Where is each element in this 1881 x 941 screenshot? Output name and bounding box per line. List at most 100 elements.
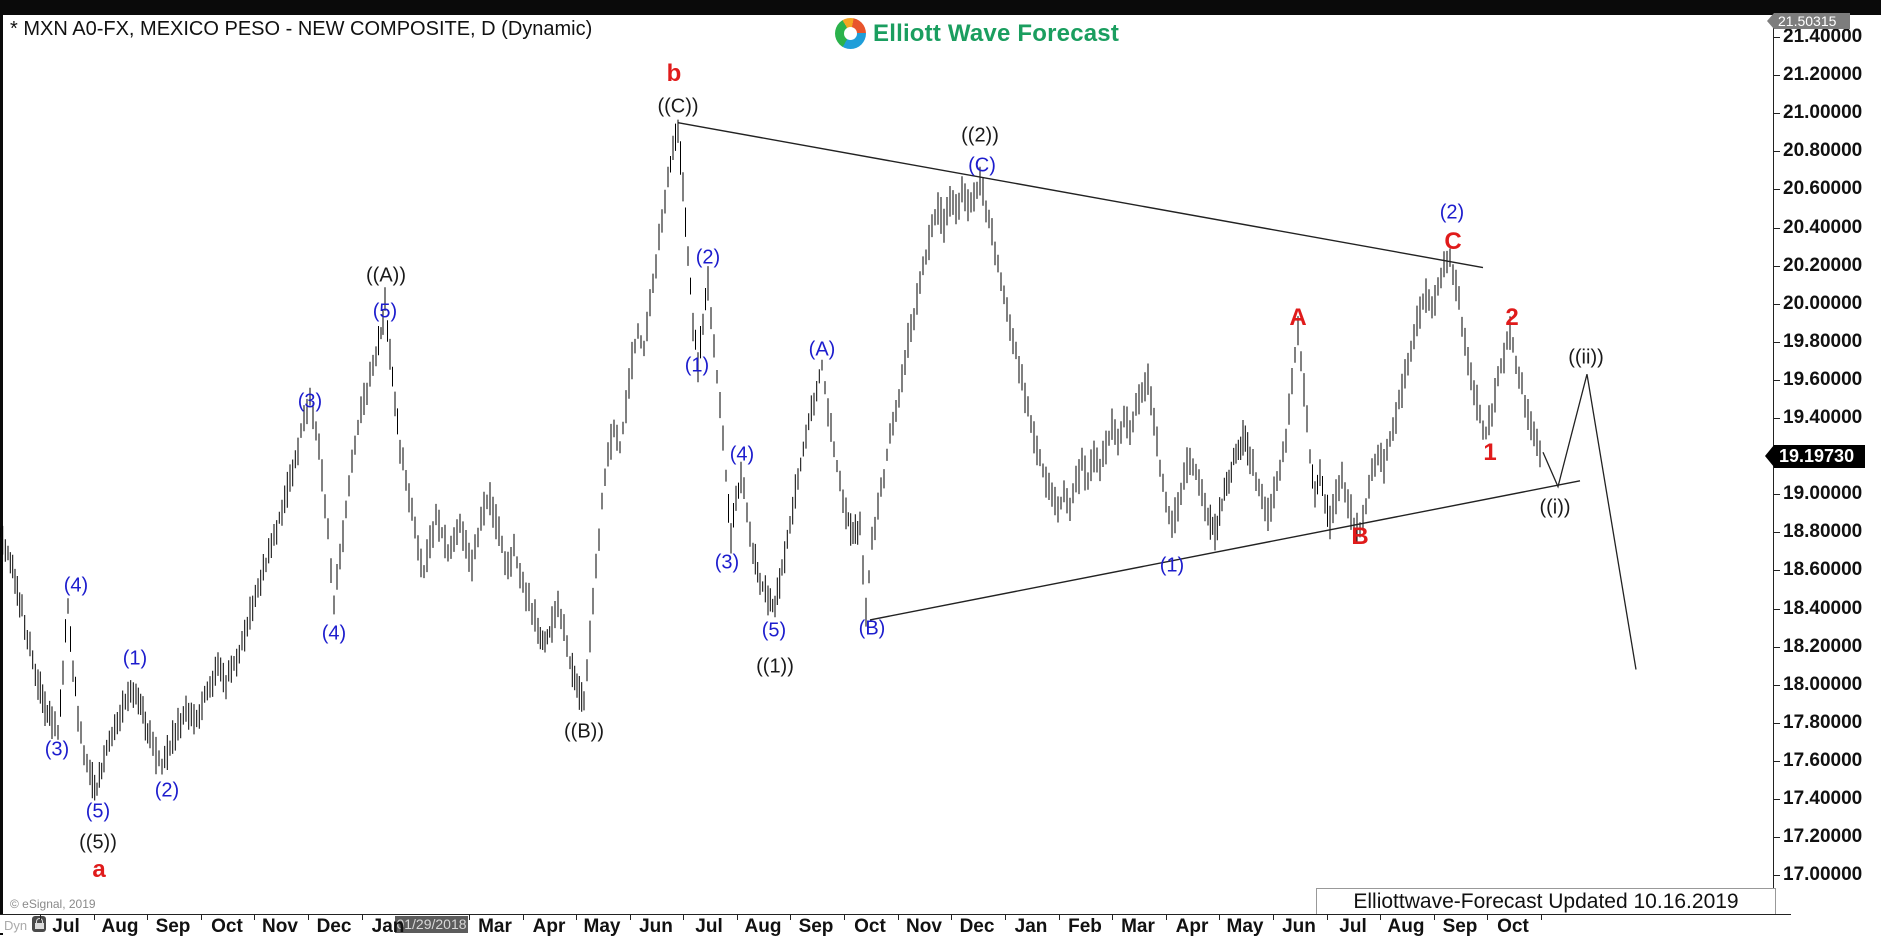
month-tick <box>1487 914 1488 920</box>
price-tick-label: 20.80000 <box>1783 140 1863 162</box>
wave-label-3: (3) <box>297 390 323 413</box>
wave-label-A: ((A)) <box>366 264 406 287</box>
month-tick <box>308 914 309 920</box>
month-label-jul: Jul <box>1339 916 1367 937</box>
logo-swirl-icon <box>835 18 866 49</box>
month-label-aug: Aug <box>101 916 139 937</box>
wave-label-1: ((1)) <box>756 655 794 678</box>
month-tick <box>523 914 524 920</box>
wave-label-1: (1) <box>122 647 148 670</box>
date-marker-box: 01/29/2018 <box>395 916 468 933</box>
price-tick-mark <box>1773 760 1780 762</box>
month-tick <box>1166 914 1167 920</box>
wave-label-B: (B) <box>858 617 886 640</box>
price-tick-mark <box>1773 113 1780 115</box>
price-tick-label: 20.20000 <box>1783 254 1863 276</box>
wave-label-4: (4) <box>63 574 89 597</box>
wave-label-1: (1) <box>684 354 710 377</box>
price-tick-mark <box>1773 265 1780 267</box>
wave-label-2: ((2)) <box>961 124 999 147</box>
month-tick <box>951 914 952 920</box>
price-tick-label: 17.20000 <box>1783 826 1863 848</box>
wave-label-4: (4) <box>729 443 755 466</box>
month-label-apr: Apr <box>532 916 566 937</box>
time-axis-border <box>0 914 1791 915</box>
wave-label-1: (1) <box>1159 554 1185 577</box>
month-label-sep: Sep <box>798 916 834 937</box>
wave-label-5: (5) <box>372 300 398 323</box>
wave-label-2: 2 <box>1505 304 1519 331</box>
price-bars <box>0 119 1541 801</box>
month-label-may: May <box>583 916 621 937</box>
price-tick-label: 21.40000 <box>1783 26 1863 47</box>
month-tick <box>1005 914 1006 920</box>
price-tick-mark <box>1773 494 1780 496</box>
month-tick <box>1434 914 1435 920</box>
price-tick-mark <box>1773 189 1780 191</box>
month-tick <box>362 914 363 920</box>
wave-label-a: a <box>92 856 106 883</box>
price-tick-mark <box>1773 418 1780 419</box>
month-label-dec: Dec <box>316 916 352 937</box>
price-tick-label: 20.00000 <box>1783 292 1863 314</box>
price-tick-mark <box>1773 37 1780 38</box>
lock-icon[interactable] <box>32 916 46 932</box>
month-label-nov: Nov <box>262 916 298 937</box>
price-tick-label: 17.00000 <box>1783 864 1863 886</box>
price-tick-mark <box>1773 684 1780 686</box>
wave-label-B: ((B)) <box>564 720 604 743</box>
price-tick-label: 21.20000 <box>1783 64 1863 86</box>
month-label-sep: Sep <box>155 916 191 937</box>
month-label-may: May <box>1226 916 1264 937</box>
window-top-bar <box>0 0 1881 15</box>
wave-label-2: (2) <box>695 246 721 269</box>
logo-text: Elliott Wave Forecast <box>873 19 1120 47</box>
month-label-mar: Mar <box>1121 916 1155 937</box>
wave-label-1: 1 <box>1483 439 1497 466</box>
month-label-jun: Jun <box>1282 916 1316 937</box>
month-tick <box>790 914 791 920</box>
wave-label-C: C <box>1444 228 1462 255</box>
wave-label-b: b <box>666 60 682 87</box>
chart-title: * MXN A0-FX, MEXICO PESO - NEW COMPOSITE… <box>10 18 593 40</box>
month-tick <box>737 914 738 920</box>
month-label-apr: Apr <box>1175 916 1209 937</box>
price-tick-mark <box>1773 151 1780 153</box>
month-label-feb: Feb <box>1068 916 1102 937</box>
month-tick <box>147 914 148 920</box>
session-high-price-badge: 21.50315 <box>1767 13 1850 29</box>
month-tick <box>1059 914 1060 920</box>
wave-label-3: (3) <box>714 551 740 574</box>
wave-label-A: A <box>1289 304 1307 331</box>
price-tick-mark <box>1773 646 1780 648</box>
price-tick-mark <box>1773 875 1780 877</box>
price-tick-label: 18.80000 <box>1783 521 1863 543</box>
month-tick <box>1112 914 1113 920</box>
wave-label-5: (5) <box>85 800 111 823</box>
month-tick <box>1327 914 1328 920</box>
month-label-jul: Jul <box>695 916 723 937</box>
price-tick-label: 18.60000 <box>1783 559 1863 581</box>
month-tick <box>201 914 202 920</box>
wave-label-ii: ((ii)) <box>1568 346 1604 369</box>
month-label-sep: Sep <box>1442 916 1478 937</box>
forecast-path <box>1542 374 1637 670</box>
month-label-aug: Aug <box>744 916 782 937</box>
month-label-oct: Oct <box>854 916 886 937</box>
wave-label-2: (2) <box>1439 201 1465 224</box>
month-tick <box>1380 914 1381 920</box>
trendline-lower-ascending <box>869 480 1581 621</box>
month-label-jul: Jul <box>52 916 80 937</box>
wave-label-C: ((C)) <box>657 95 699 118</box>
month-tick <box>844 914 845 920</box>
price-tick-mark <box>1773 341 1780 343</box>
month-tick <box>1219 914 1220 920</box>
month-label-nov: Nov <box>906 916 942 937</box>
dyn-mode-label: Dyn <box>4 918 28 933</box>
wave-label-A: (A) <box>808 338 836 361</box>
price-tick-mark <box>1773 722 1780 724</box>
price-tick-mark <box>1773 227 1780 229</box>
month-label-oct: Oct <box>211 916 243 937</box>
elliott-wave-forecast-logo: Elliott Wave Forecast <box>835 18 1119 49</box>
wave-label-5: (5) <box>761 619 787 642</box>
